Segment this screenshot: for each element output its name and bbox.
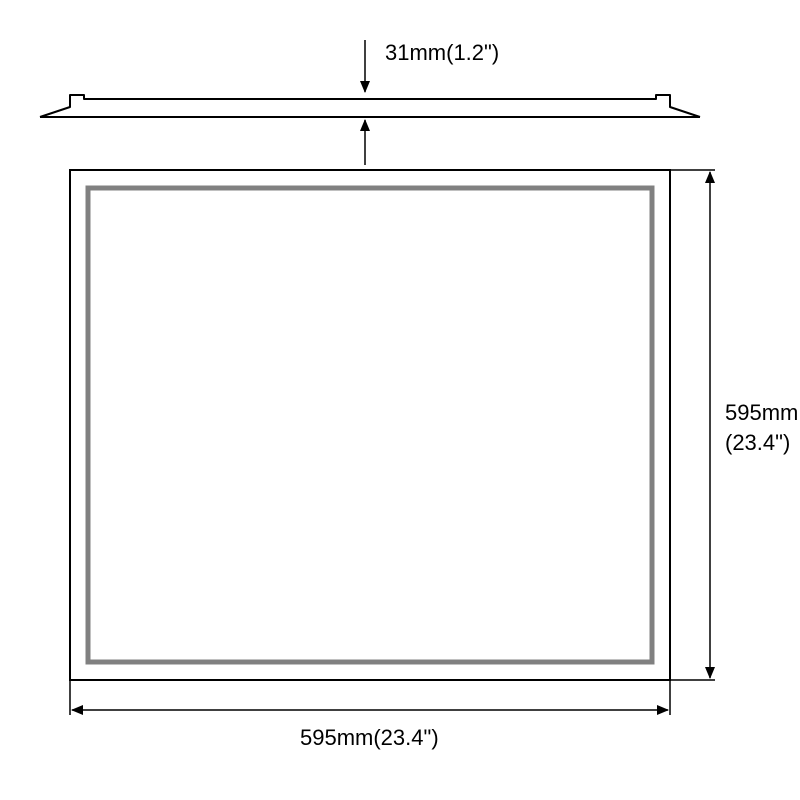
thickness-dimension: 31mm(1.2") (365, 40, 499, 165)
width-dimension: 595mm(23.4") (70, 680, 670, 750)
height-label-mm: 595mm (725, 400, 798, 425)
side-profile-view (40, 95, 700, 117)
width-label: 595mm(23.4") (300, 725, 439, 750)
height-dimension: 595mm (23.4") (670, 170, 798, 680)
front-panel-view (70, 170, 670, 680)
height-label-in: (23.4") (725, 430, 790, 455)
dimension-diagram: 31mm(1.2") 595mm(23.4") 595mm (23.4") (0, 0, 800, 800)
thickness-label: 31mm(1.2") (385, 40, 499, 65)
